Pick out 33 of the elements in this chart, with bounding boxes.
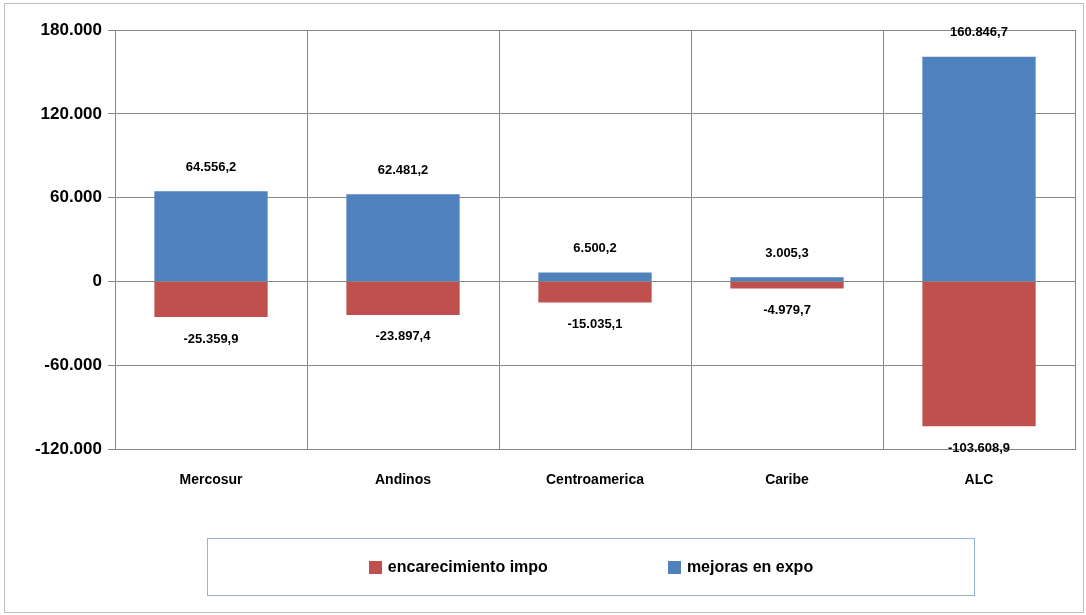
bar [730, 282, 844, 289]
data-label: 6.500,2 [573, 240, 617, 256]
data-label: 62.481,2 [377, 161, 429, 177]
x-tick-label: Mercosur [179, 471, 244, 488]
bar [538, 272, 652, 282]
y-tick-label: 0 [92, 271, 102, 291]
y-tick-label: 60.000 [50, 187, 102, 207]
y-tick-label: 120.000 [40, 103, 102, 123]
bar [538, 282, 652, 303]
x-tick-label: Caribe [765, 471, 809, 488]
bar [154, 191, 268, 282]
bar [346, 194, 460, 282]
bar [922, 282, 1036, 427]
bar [922, 56, 1036, 282]
x-tick-label: Centroamerica [545, 471, 645, 488]
x-tick-label: ALC [964, 471, 994, 488]
data-label: 64.556,2 [185, 158, 237, 174]
x-tick-label: Andinos [375, 471, 432, 488]
data-label: -23.897,4 [375, 328, 432, 344]
data-label: 3.005,3 [765, 244, 809, 260]
y-tick-label: -60.000 [44, 355, 102, 375]
bar [346, 282, 460, 315]
legend-label: encarecimiento impo [387, 558, 548, 576]
bar [154, 282, 268, 317]
legend-label: mejoras en expo [686, 558, 814, 576]
data-label: 160.846,7 [950, 24, 1008, 40]
bar [730, 277, 844, 282]
y-tick-label: 180.000 [40, 19, 102, 39]
data-label: -25.359,9 [183, 330, 239, 346]
data-label: -103.608,9 [947, 439, 1011, 455]
y-tick-label: -120.000 [34, 438, 102, 458]
data-label: -15.035,1 [567, 316, 623, 332]
data-label: -4.979,7 [763, 302, 811, 318]
